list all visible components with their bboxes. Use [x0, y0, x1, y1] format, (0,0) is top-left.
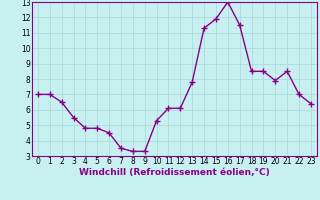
X-axis label: Windchill (Refroidissement éolien,°C): Windchill (Refroidissement éolien,°C) [79, 168, 270, 177]
